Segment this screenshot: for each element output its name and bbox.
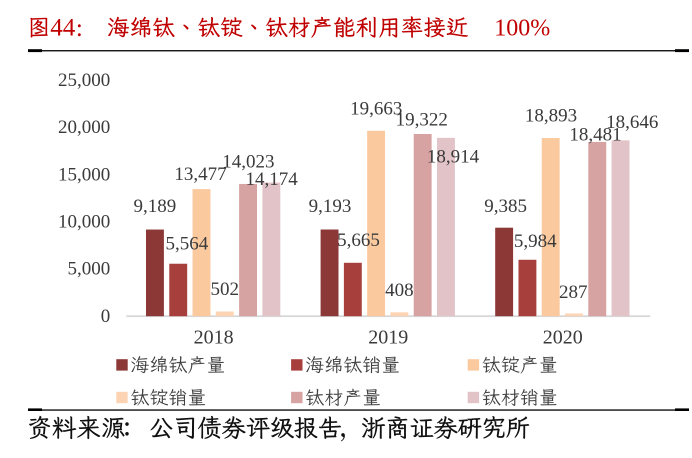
svg-text:5,984: 5,984 [514, 231, 557, 252]
svg-text:19,322: 19,322 [396, 109, 448, 130]
svg-text:5,564: 5,564 [166, 233, 209, 254]
svg-text:13,477: 13,477 [174, 164, 226, 185]
svg-text:5,665: 5,665 [337, 230, 380, 251]
svg-text:14,023: 14,023 [222, 151, 274, 172]
svg-text:2019: 2019 [368, 326, 408, 348]
svg-text:18,646: 18,646 [606, 112, 658, 133]
svg-text:408: 408 [385, 280, 414, 301]
svg-text:14,174: 14,174 [245, 169, 298, 190]
svg-text:2018: 2018 [194, 326, 234, 348]
svg-text:9,189: 9,189 [134, 196, 177, 217]
svg-text:100%: 100% [494, 15, 550, 41]
svg-text:5,000: 5,000 [67, 259, 110, 280]
svg-text:287: 287 [559, 282, 588, 303]
svg-text:18,914: 18,914 [427, 146, 480, 167]
svg-text:502: 502 [211, 279, 240, 300]
svg-text:20,000: 20,000 [58, 117, 110, 138]
svg-text:2020: 2020 [543, 326, 583, 348]
svg-text:25,000: 25,000 [58, 70, 110, 91]
svg-text:15,000: 15,000 [58, 164, 110, 185]
svg-text:19,663: 19,663 [350, 98, 402, 119]
svg-text:44: 44 [50, 14, 76, 41]
svg-text:18,893: 18,893 [525, 105, 577, 126]
svg-text::: : [76, 15, 83, 42]
svg-text:18,481: 18,481 [569, 125, 621, 146]
svg-text:10,000: 10,000 [58, 212, 110, 233]
svg-text:0: 0 [101, 306, 111, 327]
svg-text:9,385: 9,385 [484, 196, 527, 217]
svg-text:9,193: 9,193 [309, 196, 352, 217]
